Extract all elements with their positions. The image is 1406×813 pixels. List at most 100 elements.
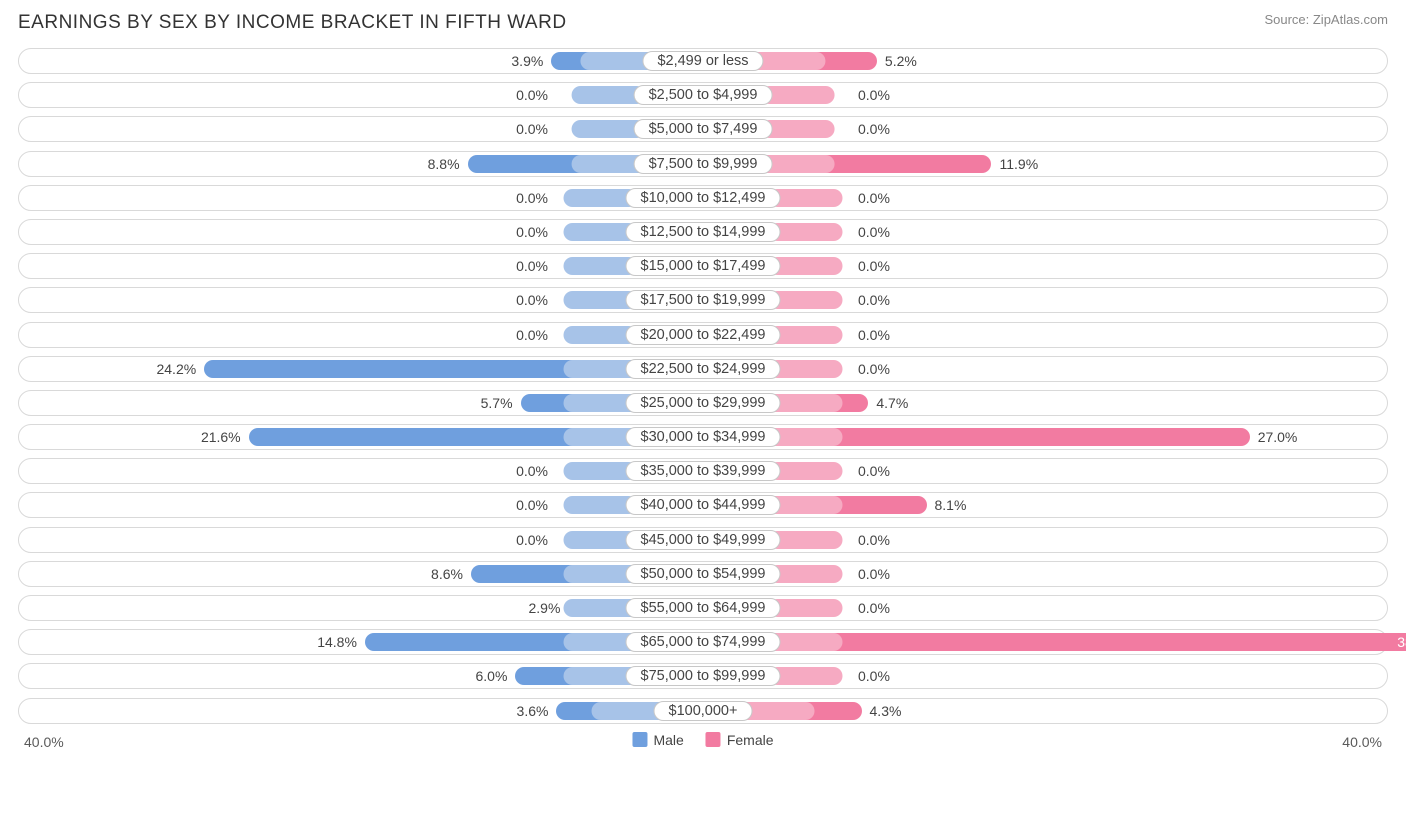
chart-row: $15,000 to $17,499 0.0% 0.0%: [18, 253, 1388, 279]
female-value: 0.0%: [858, 224, 890, 240]
legend-male-label: Male: [653, 732, 683, 748]
male-value: 14.8%: [317, 634, 357, 650]
chart-row: $75,000 to $99,9996.0%0.0%: [18, 663, 1388, 689]
male-stub: [564, 291, 638, 309]
chart-row: $25,000 to $29,9995.7%4.7%: [18, 390, 1388, 416]
male-stub: [564, 223, 638, 241]
female-value: 0.0%: [858, 668, 890, 684]
legend: Male Female: [632, 732, 773, 748]
female-value: 0.0%: [858, 292, 890, 308]
female-value: 0.0%: [858, 463, 890, 479]
bracket-chip: $17,500 to $19,999: [626, 290, 781, 310]
male-value: 0.0%: [516, 258, 548, 274]
female-value: 0.0%: [858, 600, 890, 616]
female-stub: [760, 120, 834, 138]
male-stub: [564, 257, 638, 275]
male-value: 6.0%: [475, 668, 507, 684]
female-value: 8.1%: [935, 497, 967, 513]
bracket-chip: $12,500 to $14,999: [626, 222, 781, 242]
male-stub: [564, 496, 638, 514]
male-bar: [249, 428, 703, 446]
legend-female-swatch: [706, 732, 721, 747]
female-stub: [760, 86, 834, 104]
male-value: 8.6%: [431, 566, 463, 582]
male-value: 0.0%: [516, 497, 548, 513]
female-stub: [768, 531, 842, 549]
bracket-chip: $20,000 to $22,499: [626, 325, 781, 345]
bracket-chip: $15,000 to $17,499: [626, 256, 781, 276]
chart-footer: 40.0% Male Female 40.0%: [18, 732, 1388, 758]
male-value: 21.6%: [201, 429, 241, 445]
legend-female: Female: [706, 732, 774, 748]
legend-male: Male: [632, 732, 683, 748]
male-stub: [572, 86, 646, 104]
chart-row: $55,000 to $64,9992.9%0.0%: [18, 595, 1388, 621]
axis-max-left: 40.0%: [24, 734, 64, 750]
chart-header: EARNINGS BY SEX BY INCOME BRACKET IN FIF…: [18, 12, 1388, 34]
female-value: 0.0%: [858, 327, 890, 343]
male-stub: [564, 326, 638, 344]
bracket-chip: $2,500 to $4,999: [634, 85, 773, 105]
female-value: 4.3%: [870, 703, 902, 719]
chart-row: $20,000 to $22,4990.0%0.0%: [18, 322, 1388, 348]
male-value: 3.6%: [517, 703, 549, 719]
female-value: 0.0%: [858, 190, 890, 206]
tornado-chart: $2,499 or less3.9%5.2% $2,500 to $4,999 0.…: [18, 48, 1388, 724]
male-value: 0.0%: [516, 292, 548, 308]
female-stub: [768, 291, 842, 309]
male-value: 0.0%: [516, 190, 548, 206]
male-value: 0.0%: [516, 532, 548, 548]
male-value: 0.0%: [516, 463, 548, 479]
chart-title: EARNINGS BY SEX BY INCOME BRACKET IN FIF…: [18, 12, 567, 34]
female-bar: [703, 428, 1250, 446]
female-stub: [768, 667, 842, 685]
male-bar: [521, 394, 703, 412]
female-value: 0.0%: [858, 121, 890, 137]
female-stub: [768, 223, 842, 241]
chart-row: $35,000 to $39,999 0.0% 0.0%: [18, 458, 1388, 484]
chart-row: $50,000 to $54,9998.6%0.0%: [18, 561, 1388, 587]
female-stub: [768, 326, 842, 344]
bracket-chip: $35,000 to $39,999: [626, 461, 781, 481]
legend-male-swatch: [632, 732, 647, 747]
chart-row: $100,000+3.6%4.3%: [18, 698, 1388, 724]
female-value: 5.2%: [885, 53, 917, 69]
male-bar: [551, 52, 703, 70]
male-stub: [572, 120, 646, 138]
male-stub: [564, 531, 638, 549]
female-stub: [768, 462, 842, 480]
bracket-chip: $5,000 to $7,499: [634, 119, 773, 139]
male-value: 2.9%: [529, 600, 561, 616]
male-bar: [515, 667, 703, 685]
male-bar: [204, 360, 703, 378]
chart-row: $7,500 to $9,9998.8%11.9%: [18, 151, 1388, 177]
female-value: 11.9%: [999, 156, 1038, 172]
female-stub: [768, 257, 842, 275]
male-bar: [468, 155, 703, 173]
female-value: 27.0%: [1258, 429, 1298, 445]
female-value: 38.9%: [1397, 634, 1406, 650]
female-bar: [703, 394, 868, 412]
female-value: 0.0%: [858, 87, 890, 103]
female-bar: [703, 702, 862, 720]
male-bar: [365, 633, 703, 651]
male-value: 8.8%: [428, 156, 460, 172]
male-value: 24.2%: [156, 361, 196, 377]
chart-row: $17,500 to $19,999 0.0% 0.0%: [18, 287, 1388, 313]
male-value: 0.0%: [516, 87, 548, 103]
female-stub: [768, 599, 842, 617]
chart-row: $22,500 to $24,99924.2%0.0%: [18, 356, 1388, 382]
chart-row: $5,000 to $7,4990.0%0.0%: [18, 116, 1388, 142]
female-bar: [703, 496, 927, 514]
chart-row: $2,500 to $4,999 0.0% 0.0%: [18, 82, 1388, 108]
female-bar: [703, 633, 1406, 651]
male-stub: [564, 189, 638, 207]
chart-row: $2,499 or less3.9%5.2%: [18, 48, 1388, 74]
female-value: 0.0%: [858, 566, 890, 582]
chart-row: $65,000 to $74,99914.8%38.9%: [18, 629, 1388, 655]
male-bar: [568, 599, 703, 617]
female-bar: [703, 155, 991, 173]
male-value: 0.0%: [516, 224, 548, 240]
female-stub: [768, 565, 842, 583]
female-value: 0.0%: [858, 258, 890, 274]
